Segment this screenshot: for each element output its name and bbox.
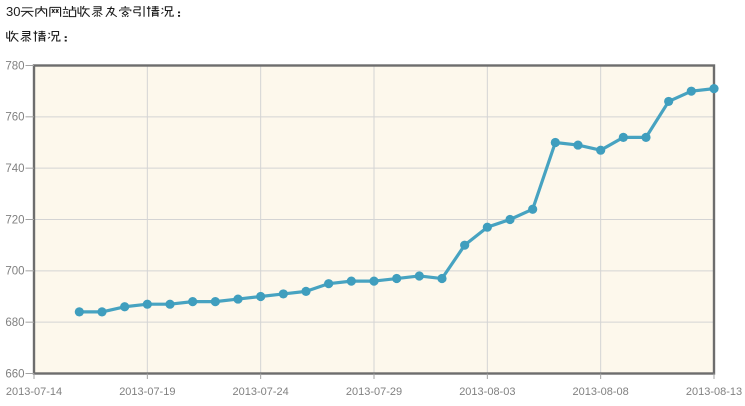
svg-text:2013-08-03: 2013-08-03 (459, 386, 515, 398)
svg-text:2013-08-13: 2013-08-13 (686, 386, 742, 398)
svg-text:740: 740 (5, 163, 24, 175)
svg-text:2013-07-14: 2013-07-14 (6, 386, 62, 398)
svg-text:2013-07-29: 2013-07-29 (346, 386, 402, 398)
svg-text:780: 780 (5, 60, 24, 72)
svg-text:720: 720 (5, 214, 24, 226)
svg-text:30: 30 (6, 4, 20, 19)
svg-text:680: 680 (5, 317, 24, 329)
svg-text:2013-07-24: 2013-07-24 (233, 386, 289, 398)
svg-text:700: 700 (5, 266, 24, 278)
svg-text:2013-07-19: 2013-07-19 (119, 386, 175, 398)
svg-text:2013-08-08: 2013-08-08 (573, 386, 629, 398)
svg-text:660: 660 (5, 368, 24, 380)
svg-text:760: 760 (5, 112, 24, 124)
